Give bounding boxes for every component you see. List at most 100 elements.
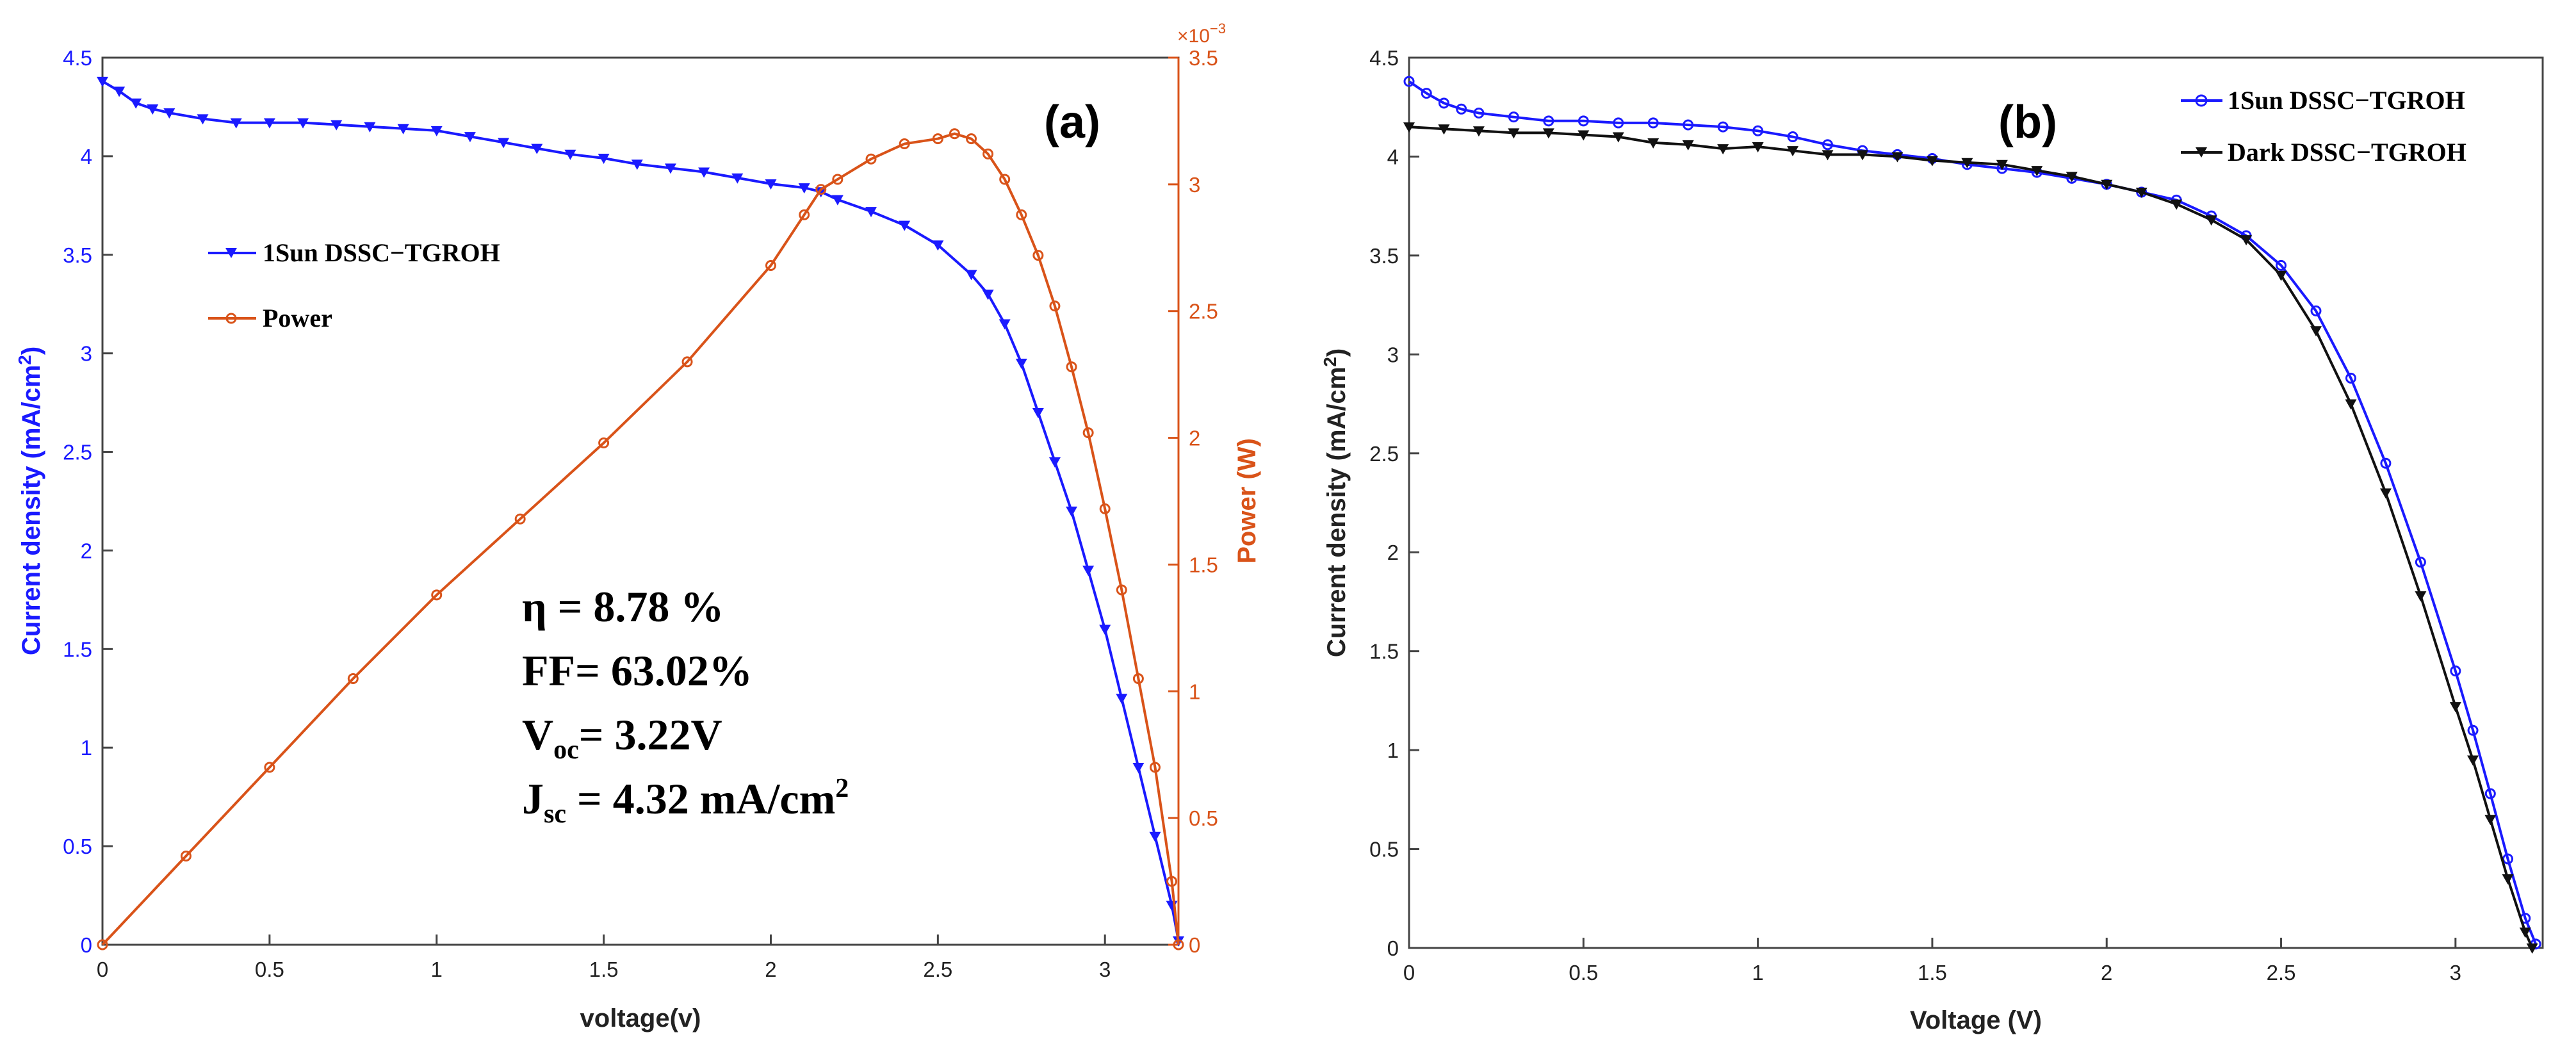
data-point [2275, 270, 2287, 281]
data-point [2467, 724, 2479, 736]
y-tick-label: 3 [1387, 343, 1399, 366]
data-point [1016, 209, 1027, 220]
data-point [1066, 361, 1077, 373]
data-point [1822, 139, 1834, 151]
data-point [1682, 140, 1694, 151]
data-point [1822, 150, 1834, 161]
data-point [598, 153, 610, 164]
data-point [2310, 326, 2322, 337]
series-line-1 [1408, 80, 2537, 945]
data-point [2205, 215, 2217, 226]
data-point [1612, 132, 1624, 143]
y2-tick-label: 2.5 [1189, 300, 1218, 323]
y2-tick-label: 1 [1189, 680, 1200, 703]
data-point [514, 513, 526, 525]
data-point [97, 939, 108, 951]
x-tick-label: 3 [1099, 958, 1111, 981]
data-point [1438, 124, 1450, 135]
data-point [531, 143, 543, 154]
data-point [1082, 566, 1095, 576]
jsc-annotation: Jsc = 4.32 mA/cm2 [522, 774, 849, 829]
data-point [2526, 943, 2538, 954]
y-tick-label: 3 [81, 342, 92, 366]
data-point [2519, 927, 2531, 938]
panel-b-label: (b) [1998, 97, 2057, 148]
data-point [999, 174, 1011, 185]
panel-a-y2-axis-label: Power (W) [1233, 438, 1261, 564]
data-point [1857, 150, 1868, 161]
data-point [1032, 408, 1044, 418]
data-point [1508, 128, 1520, 139]
x-tick-label: 3 [2450, 961, 2461, 984]
data-point [1683, 119, 1694, 131]
y-tick-label: 4 [1387, 145, 1399, 168]
data-point [1456, 103, 1467, 115]
data-point [97, 76, 108, 87]
x-tick-label: 0 [1403, 961, 1415, 984]
data-point [831, 195, 844, 206]
data-point [1473, 107, 1485, 118]
data-point [698, 167, 710, 178]
fill-factor-annotation: FF= 63.02% [522, 646, 753, 695]
legend-entry-1sun: 1Sun DSSC−TGROH [208, 238, 500, 267]
data-point [430, 126, 443, 136]
data-point [765, 259, 776, 271]
data-point [1099, 624, 1111, 635]
data-point [397, 124, 409, 135]
panel-b-x-ticks: 0 0.5 1 1.5 2 2.5 3 [1403, 938, 2461, 984]
data-point [2484, 815, 2497, 826]
panel-b-y-axis-label: Current density (mA/cm2) [1320, 348, 1351, 657]
y2-tick-label: 0.5 [1189, 806, 1218, 830]
data-point [1926, 156, 1938, 167]
y2-tick-label: 0 [1189, 933, 1200, 957]
data-point [899, 138, 910, 150]
legend-label-power: Power [263, 304, 332, 332]
data-point [798, 183, 810, 194]
data-point [1577, 130, 1590, 141]
y-tick-label: 0 [1387, 936, 1399, 960]
legend-label-b-1sun: 1Sun DSSC−TGROH [2228, 86, 2465, 115]
data-point [1132, 763, 1145, 773]
data-point [999, 319, 1011, 330]
data-point [1015, 359, 1027, 370]
y-tick-label: 0.5 [1369, 838, 1399, 861]
panel-b: 0 0.5 1 1.5 2 2.5 3 0 0.5 1 1.5 2 2.5 3 3.5 4 4.5 (b) V… [1320, 46, 2544, 1034]
data-point [113, 86, 126, 97]
data-point [1082, 427, 1094, 439]
data-point [2031, 166, 2043, 177]
data-point [1508, 111, 1519, 123]
data-point [815, 184, 827, 195]
legend-entry-power: Power [208, 304, 332, 332]
data-point [832, 174, 844, 185]
data-point [2135, 188, 2148, 199]
series-markers-1 [1403, 76, 2541, 950]
data-point [681, 356, 693, 368]
legend-label-b-dark: Dark DSSC−TGROH [2228, 138, 2466, 167]
series-line-2 [1408, 126, 2534, 949]
y-tick-label: 4.5 [63, 46, 92, 70]
data-point [1787, 131, 1798, 143]
data-point [1472, 126, 1485, 137]
y-tick-label: 1.5 [63, 637, 92, 661]
panel-a-label: (a) [1044, 97, 1100, 148]
data-point [2449, 702, 2461, 713]
data-point [865, 153, 877, 165]
data-point [2310, 305, 2322, 316]
data-point [297, 118, 309, 129]
x-tick-label: 0 [97, 958, 108, 981]
data-point [1438, 97, 1449, 109]
y-tick-label: 3.5 [63, 243, 92, 267]
data-point [364, 122, 376, 133]
data-point [147, 104, 159, 115]
data-point [1647, 138, 1659, 149]
y2-tick-label: 3 [1189, 173, 1200, 197]
data-point [2101, 179, 2113, 190]
data-point [1116, 584, 1127, 596]
data-point [1403, 122, 1415, 133]
data-point [1048, 457, 1061, 468]
panel-a-y2-exponent: ×10−3 [1177, 20, 1226, 47]
panel-a: 0 0.5 1 1.5 2 2.5 3 0 0.5 1 1.5 2 2.5 3 3.5 4 4.5 0 0.5 1… [15, 20, 1261, 1033]
data-point [2484, 788, 2496, 799]
plot-b-frame [1408, 56, 2544, 949]
